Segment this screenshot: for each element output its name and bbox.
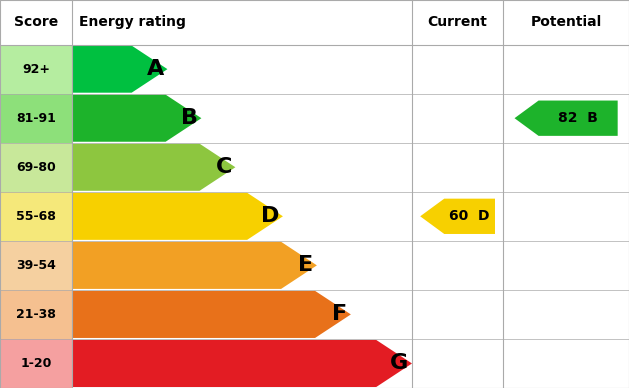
Text: Current: Current: [428, 15, 487, 29]
Text: Potential: Potential: [530, 15, 602, 29]
Text: 21-38: 21-38: [16, 308, 56, 321]
Text: E: E: [298, 255, 313, 275]
Bar: [0, 94, 72, 143]
Text: Energy rating: Energy rating: [79, 15, 186, 29]
Text: B: B: [181, 108, 198, 128]
Text: 81-91: 81-91: [16, 112, 56, 125]
Text: G: G: [390, 353, 408, 374]
Bar: [0, 0, 629, 45]
Text: 82  B: 82 B: [558, 111, 598, 125]
Text: A: A: [147, 59, 164, 79]
Text: 69-80: 69-80: [16, 161, 56, 174]
Polygon shape: [72, 340, 412, 387]
Bar: [0, 192, 72, 241]
Text: F: F: [332, 305, 347, 324]
Text: 60  D: 60 D: [449, 209, 490, 223]
Text: 1-20: 1-20: [21, 357, 52, 370]
Text: 39-54: 39-54: [16, 259, 56, 272]
Bar: [0, 290, 72, 339]
Text: D: D: [261, 206, 279, 226]
Text: 55-68: 55-68: [16, 210, 56, 223]
Bar: [0, 45, 72, 94]
Polygon shape: [72, 144, 235, 191]
Polygon shape: [515, 100, 618, 136]
Polygon shape: [72, 46, 167, 93]
Polygon shape: [72, 242, 317, 289]
Text: 92+: 92+: [22, 62, 50, 76]
Polygon shape: [72, 193, 283, 240]
Polygon shape: [420, 199, 495, 234]
Text: Score: Score: [14, 15, 58, 29]
Bar: [0, 339, 72, 388]
Polygon shape: [72, 95, 201, 142]
Bar: [0, 241, 72, 290]
Bar: [0, 143, 72, 192]
Text: C: C: [215, 157, 232, 177]
Polygon shape: [72, 291, 351, 338]
